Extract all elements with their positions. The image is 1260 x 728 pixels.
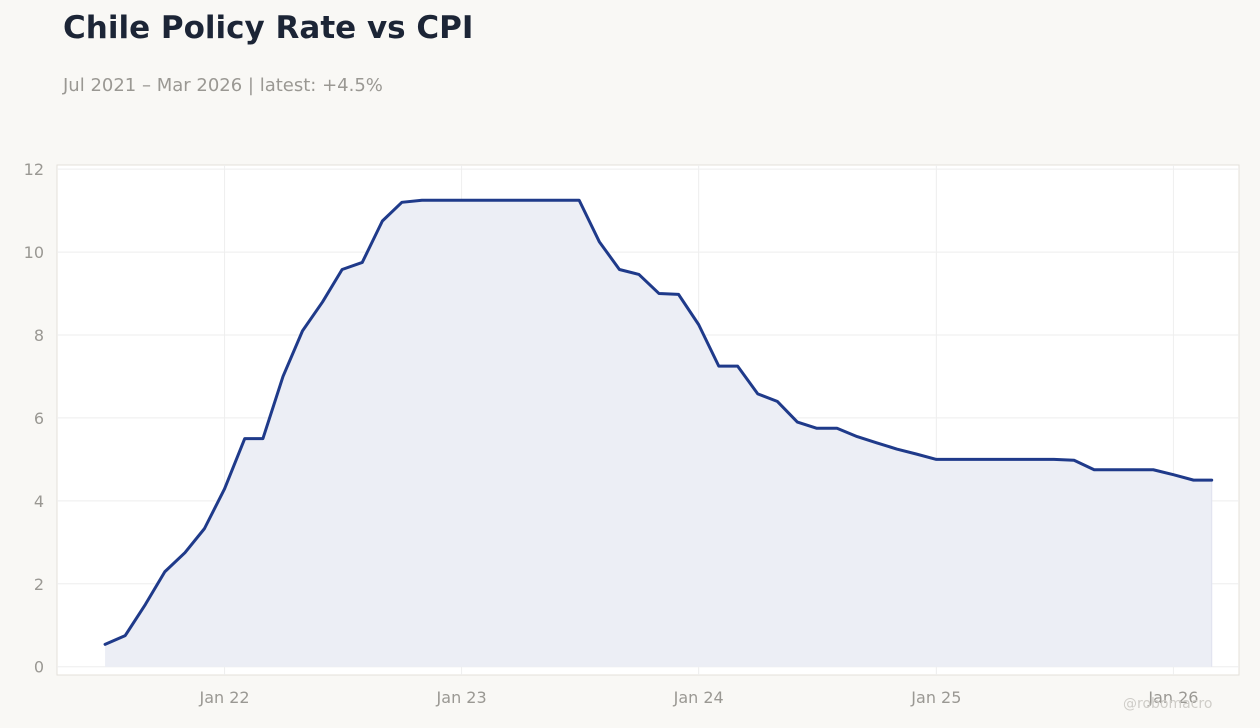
data-point — [558, 199, 561, 202]
data-point — [815, 427, 818, 430]
data-point — [243, 437, 246, 440]
data-point — [1033, 458, 1036, 461]
data-point — [460, 199, 463, 202]
data-point — [955, 458, 958, 461]
x-tick-label: Jan 25 — [910, 688, 961, 707]
data-point — [736, 365, 739, 368]
data-point — [223, 487, 226, 490]
data-point — [124, 634, 127, 637]
data-point — [618, 268, 621, 271]
y-tick-label: 6 — [34, 409, 44, 428]
x-tick-label: Jan 24 — [673, 688, 724, 707]
data-point — [381, 219, 384, 222]
data-point — [1093, 468, 1096, 471]
data-point — [895, 448, 898, 451]
y-tick-label: 10 — [24, 243, 44, 262]
y-tick-label: 4 — [34, 492, 44, 511]
data-point — [261, 437, 264, 440]
y-tick-label: 2 — [34, 575, 44, 594]
data-point — [519, 199, 522, 202]
data-point — [1192, 479, 1195, 482]
data-point — [697, 323, 700, 326]
data-point — [875, 441, 878, 444]
data-point — [1132, 468, 1135, 471]
data-point — [498, 199, 501, 202]
data-point — [776, 400, 779, 403]
x-tick-label: Jan 22 — [199, 688, 250, 707]
data-point — [915, 453, 918, 456]
data-point — [856, 435, 859, 438]
data-point — [1112, 468, 1115, 471]
y-tick-labels: 0 2 4 6 8 10 12 — [24, 160, 44, 677]
data-point — [203, 527, 206, 530]
data-point — [835, 427, 838, 430]
data-point — [282, 375, 285, 378]
area-fill — [105, 200, 1212, 667]
x-tick-label: Jan 26 — [1147, 688, 1198, 707]
data-point — [1013, 458, 1016, 461]
data-point — [321, 300, 324, 303]
data-point — [361, 261, 364, 264]
data-point — [973, 458, 976, 461]
data-point — [104, 643, 107, 646]
data-point — [717, 365, 720, 368]
data-point — [440, 199, 443, 202]
y-tick-label: 0 — [34, 658, 44, 677]
data-point — [598, 240, 601, 243]
data-point — [420, 199, 423, 202]
data-point — [1052, 458, 1055, 461]
data-point — [183, 551, 186, 554]
data-point — [677, 293, 680, 296]
data-point — [1073, 459, 1076, 462]
data-point — [341, 268, 344, 271]
y-tick-label: 12 — [24, 160, 44, 179]
data-point — [144, 603, 147, 606]
data-point — [1210, 479, 1213, 482]
data-point — [637, 273, 640, 276]
x-tick-label: Jan 23 — [436, 688, 487, 707]
data-point — [756, 392, 759, 395]
data-point — [578, 199, 581, 202]
x-tick-labels: Jan 22 Jan 23 Jan 24 Jan 25 Jan 26 — [199, 688, 1199, 707]
data-point — [301, 329, 304, 332]
data-point — [658, 292, 661, 295]
data-point — [1172, 473, 1175, 476]
watermark: @robomacro — [1123, 696, 1213, 712]
data-point — [400, 201, 403, 204]
data-point — [935, 458, 938, 461]
data-point — [796, 421, 799, 424]
data-point — [163, 570, 166, 573]
data-point — [993, 458, 996, 461]
data-point — [480, 199, 483, 202]
chart-subtitle: Jul 2021 – Mar 2026 | latest: +4.5% — [63, 75, 383, 96]
series-line — [103, 198, 1214, 646]
data-point — [538, 199, 541, 202]
chart-title: Chile Policy Rate vs CPI — [63, 10, 474, 46]
data-point — [1152, 468, 1155, 471]
y-tick-label: 8 — [34, 326, 44, 345]
